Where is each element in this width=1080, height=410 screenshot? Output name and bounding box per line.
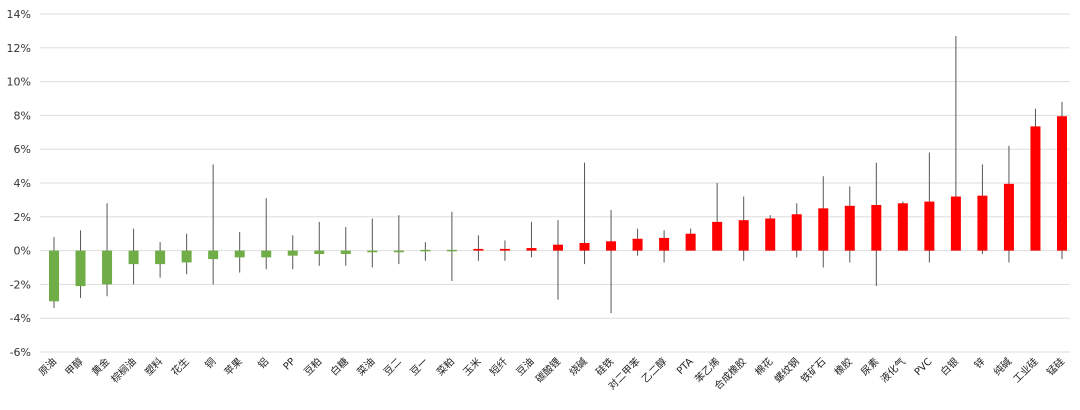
y-tick-label: 14%	[7, 8, 31, 21]
bar	[1057, 116, 1067, 251]
x-tick-label: 菜油	[354, 355, 377, 378]
x-tick-label: 黄金	[89, 355, 112, 378]
x-tick-label: 乙二醇	[639, 355, 669, 385]
x-tick-label: 菜粕	[434, 355, 457, 378]
bars	[49, 116, 1067, 302]
bar	[818, 208, 829, 251]
bar	[155, 250, 166, 265]
bar	[712, 221, 723, 251]
x-tick-label: 尿素	[858, 355, 881, 378]
x-tick-label: 豆一	[408, 356, 431, 379]
x-tick-label: 白银	[938, 355, 961, 378]
y-tick-label: 10%	[7, 76, 31, 89]
x-tick-label: 工业硅	[1010, 355, 1040, 385]
y-tick-label: 2%	[14, 211, 31, 224]
range-lines	[53, 35, 1063, 314]
bar	[738, 220, 749, 251]
bar	[75, 250, 86, 287]
x-tick-label: 橡胶	[832, 355, 855, 378]
bar	[685, 233, 696, 251]
y-tick-label: -4%	[10, 312, 31, 325]
bar	[393, 250, 404, 253]
bar	[765, 218, 776, 251]
x-tick-label: 铜	[203, 356, 219, 372]
x-tick-label: PP	[282, 356, 298, 372]
x-tick-label: 铁矿石	[798, 355, 828, 385]
bar	[553, 244, 563, 251]
bar	[871, 204, 882, 251]
x-tick-label: 螺纹钢	[771, 355, 801, 385]
x-tick-label: 纯碱	[991, 355, 1014, 378]
bar	[446, 249, 457, 252]
x-tick-label: 花生	[168, 355, 191, 378]
y-tick-label: 0%	[14, 245, 31, 258]
bar	[287, 250, 298, 256]
x-tick-label: 锌	[971, 355, 987, 371]
bar	[897, 203, 908, 251]
bar	[977, 195, 988, 251]
bar	[208, 250, 219, 260]
x-tick-label: 苹果	[221, 355, 244, 378]
x-tick-label: 豆粕	[301, 355, 324, 378]
y-tick-label: -2%	[10, 278, 31, 291]
x-tick-label: PTA	[675, 356, 696, 377]
x-tick-label: 液化气	[878, 355, 908, 385]
y-tick-label: 6%	[14, 143, 31, 156]
x-tick-label: 塑料	[142, 355, 165, 378]
x-tick-label: 烧碱	[566, 355, 589, 378]
x-tick-label: 玉米	[460, 355, 483, 378]
bar	[261, 250, 272, 258]
x-tick-label: PVC	[913, 356, 935, 378]
bar	[181, 250, 192, 263]
y-tick-label: 8%	[14, 109, 31, 122]
bar	[499, 248, 510, 251]
bar	[314, 250, 325, 254]
bar	[659, 237, 670, 251]
bar	[1003, 183, 1014, 251]
bar	[420, 249, 431, 252]
bar	[473, 248, 484, 251]
x-tick-label: 短纤	[487, 355, 510, 378]
x-tick-label: 甲醇	[62, 355, 85, 378]
bar	[367, 250, 378, 253]
bar	[924, 201, 935, 251]
grid-layer	[40, 13, 1070, 353]
y-tick-label: 4%	[14, 177, 31, 190]
x-tick-label: 棉花	[752, 355, 775, 378]
y-tick-label: -6%	[10, 346, 31, 359]
bar	[102, 250, 113, 285]
y-axis-ticks: -6% -4% -2% 0% 2% 4% 6% 8% 10% 12% 14%	[7, 8, 31, 359]
x-tick-label: 锰硅	[1044, 355, 1067, 378]
y-tick-label: 12%	[7, 42, 31, 55]
x-tick-label: 铝	[256, 356, 272, 372]
x-axis-ticks: 原油 甲醇 黄金棕榈油 塑料 花生铜苹果铝 PP 豆粕 白糖 菜油 豆二 豆一 菜粕 玉米 短纤 豆油碳酸锂…	[36, 355, 1067, 392]
bar	[340, 250, 351, 254]
bar	[1030, 126, 1041, 251]
bar	[791, 214, 802, 251]
bar	[128, 250, 139, 265]
bar	[632, 238, 643, 251]
x-tick-label: 硅铁	[593, 355, 616, 378]
bar	[844, 205, 855, 251]
x-tick-label: 原油	[36, 355, 59, 378]
bar	[49, 250, 59, 302]
bar	[526, 248, 537, 251]
x-tick-label: 碳酸锂	[533, 355, 563, 385]
bar	[579, 242, 590, 251]
bar	[234, 250, 245, 258]
x-tick-label: 棕榈油	[108, 355, 138, 385]
x-tick-label: 白糖	[328, 355, 351, 378]
x-tick-label: 豆二	[381, 356, 404, 379]
x-tick-label: 豆油	[513, 355, 536, 378]
bar	[950, 196, 961, 251]
bar	[606, 241, 617, 251]
